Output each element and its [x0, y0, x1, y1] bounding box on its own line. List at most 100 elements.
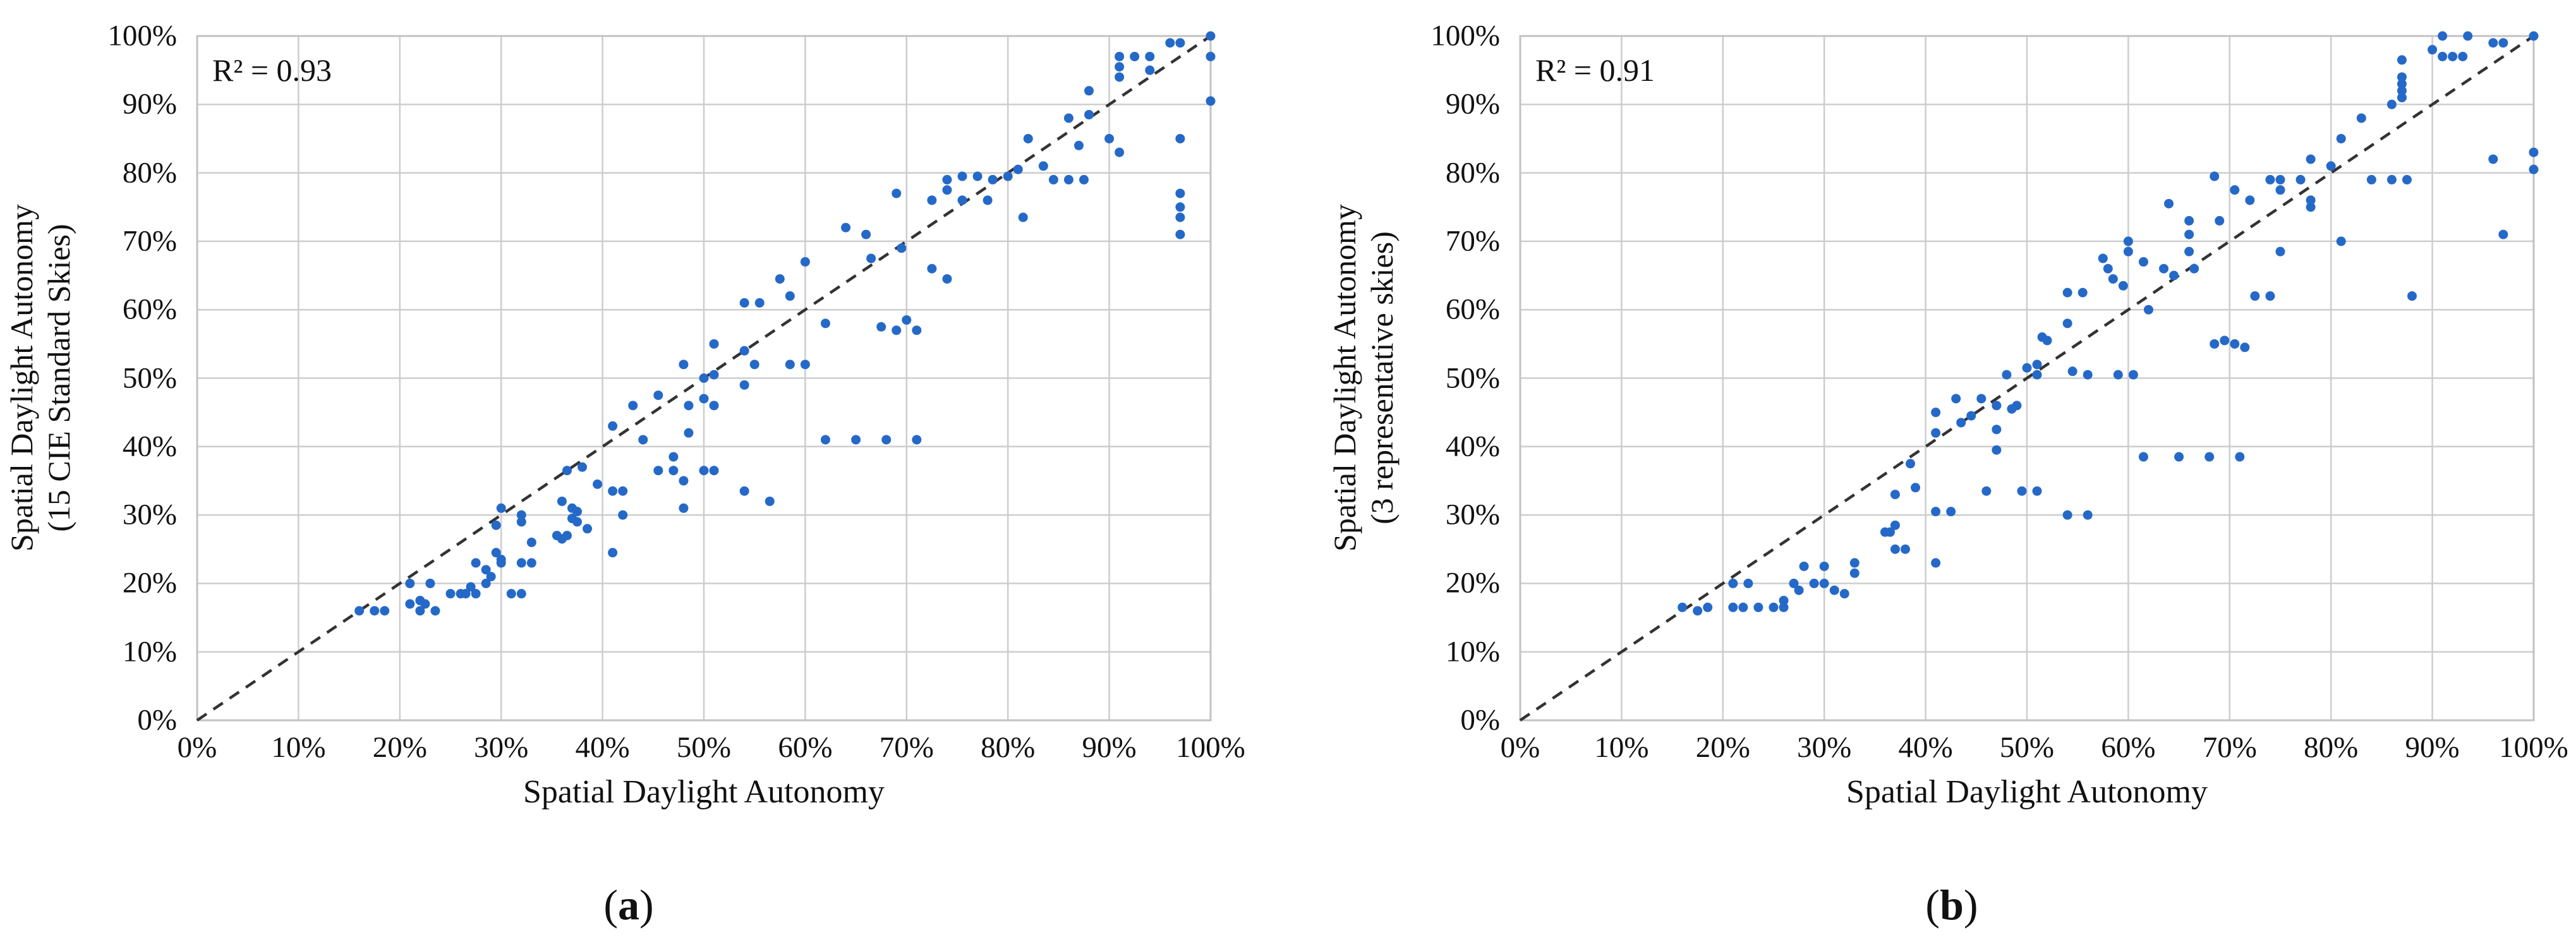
data-point	[618, 486, 628, 496]
x-tick-label: 70%	[879, 731, 934, 764]
data-point	[2032, 486, 2042, 496]
y-tick-label: 10%	[122, 635, 177, 668]
data-point	[516, 517, 526, 527]
data-point	[739, 486, 749, 496]
data-point	[1175, 212, 1185, 222]
data-point	[1063, 174, 1073, 184]
data-point	[699, 466, 709, 476]
data-point	[1728, 602, 1738, 612]
data-point	[2012, 401, 2022, 411]
data-point	[2123, 246, 2133, 257]
x-tick-label: 80%	[981, 731, 1036, 764]
data-point	[2103, 263, 2113, 274]
data-point	[1175, 38, 1185, 48]
y-tick-label: 40%	[122, 430, 177, 463]
data-point	[1906, 459, 1916, 469]
data-point	[851, 435, 861, 445]
data-point	[1206, 31, 1216, 41]
data-point	[2138, 452, 2148, 462]
data-point	[1206, 96, 1216, 106]
data-point	[425, 578, 435, 588]
data-point	[1115, 51, 1125, 61]
data-point	[1946, 507, 1956, 517]
data-point	[709, 401, 719, 411]
data-point	[593, 479, 603, 489]
data-point	[972, 171, 983, 181]
data-point	[765, 496, 775, 506]
data-point	[2306, 202, 2316, 212]
caption-letter: b	[1940, 881, 1964, 929]
data-point	[1175, 229, 1185, 239]
y-tick-label: 30%	[1445, 498, 1500, 531]
data-point	[2032, 360, 2042, 370]
data-point	[684, 401, 694, 411]
data-point	[1678, 602, 1688, 612]
data-point	[2230, 185, 2240, 195]
data-point	[405, 578, 415, 588]
data-point	[785, 360, 795, 370]
data-point	[2204, 452, 2215, 462]
data-point	[1079, 174, 1089, 184]
data-point	[608, 486, 618, 496]
data-point	[2062, 318, 2072, 329]
data-point	[2488, 38, 2498, 48]
data-point	[2118, 281, 2128, 291]
y-tick-label: 100%	[107, 19, 177, 52]
data-point	[2062, 510, 2072, 520]
data-point	[983, 195, 993, 205]
data-point	[897, 243, 907, 253]
data-point	[841, 222, 851, 233]
data-point	[1165, 38, 1175, 48]
data-point	[577, 462, 588, 472]
data-point	[912, 435, 922, 445]
data-point	[445, 589, 456, 599]
data-point	[1104, 133, 1115, 143]
data-point	[2275, 246, 2285, 257]
data-point	[1175, 202, 1185, 212]
data-point	[699, 394, 709, 404]
data-point	[800, 257, 810, 267]
data-point	[2250, 291, 2260, 301]
data-point	[1931, 428, 1941, 438]
data-point	[461, 589, 471, 599]
data-point	[912, 325, 922, 335]
data-point	[942, 274, 952, 284]
data-point	[2438, 31, 2448, 41]
x-tick-label: 50%	[1999, 731, 2055, 764]
data-point	[684, 428, 694, 438]
data-point	[608, 421, 618, 431]
data-point	[679, 503, 689, 513]
data-point	[1992, 401, 2002, 411]
data-point	[2295, 174, 2306, 184]
data-point	[2164, 198, 2174, 209]
data-point	[820, 435, 830, 445]
data-point	[2336, 236, 2346, 246]
y-tick-label: 50%	[122, 361, 177, 394]
data-point	[653, 390, 663, 401]
data-point	[739, 380, 749, 390]
data-point	[1981, 486, 1992, 496]
data-point	[749, 360, 759, 370]
data-point	[370, 606, 380, 616]
x-axis-title-a: Spatial Daylight Autonomy	[523, 774, 885, 810]
data-point	[709, 370, 719, 380]
data-point	[405, 599, 415, 609]
y-tick-label: 40%	[1445, 430, 1500, 463]
data-point	[1794, 585, 1804, 595]
caption-paren-close: )	[639, 881, 654, 929]
data-point	[1703, 602, 1713, 612]
y-tick-label: 70%	[1445, 224, 1500, 258]
data-point	[1018, 212, 1028, 222]
x-tick-label: 80%	[2304, 731, 2359, 764]
data-point	[1890, 490, 1900, 500]
data-point	[1048, 174, 1058, 184]
caption-paren-open: (	[1925, 881, 1940, 929]
data-point	[1819, 561, 1829, 571]
data-point	[516, 589, 526, 599]
data-point	[2356, 113, 2366, 123]
data-point	[526, 558, 536, 568]
data-point	[491, 520, 501, 530]
data-point	[1799, 561, 1809, 571]
data-point	[785, 291, 795, 301]
data-point	[2032, 370, 2042, 380]
